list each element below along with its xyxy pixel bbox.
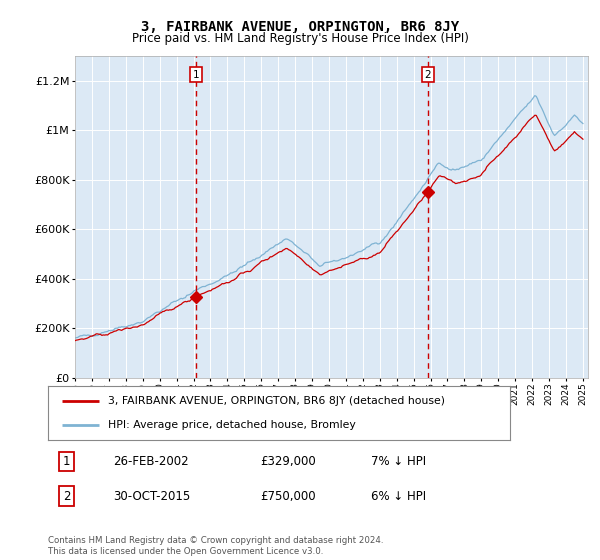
Text: 7% ↓ HPI: 7% ↓ HPI (371, 455, 427, 468)
Text: 2: 2 (424, 69, 431, 80)
Text: £329,000: £329,000 (260, 455, 316, 468)
Text: Contains HM Land Registry data © Crown copyright and database right 2024.
This d: Contains HM Land Registry data © Crown c… (48, 536, 383, 556)
Text: HPI: Average price, detached house, Bromley: HPI: Average price, detached house, Brom… (108, 420, 356, 430)
Text: 2: 2 (63, 489, 70, 503)
Text: 26-FEB-2002: 26-FEB-2002 (113, 455, 188, 468)
Text: 6% ↓ HPI: 6% ↓ HPI (371, 489, 427, 503)
Text: 3, FAIRBANK AVENUE, ORPINGTON, BR6 8JY (detached house): 3, FAIRBANK AVENUE, ORPINGTON, BR6 8JY (… (108, 396, 445, 406)
Text: Price paid vs. HM Land Registry's House Price Index (HPI): Price paid vs. HM Land Registry's House … (131, 32, 469, 45)
Text: 1: 1 (193, 69, 199, 80)
Text: 30-OCT-2015: 30-OCT-2015 (113, 489, 190, 503)
Text: 1: 1 (63, 455, 70, 468)
Text: 3, FAIRBANK AVENUE, ORPINGTON, BR6 8JY: 3, FAIRBANK AVENUE, ORPINGTON, BR6 8JY (141, 20, 459, 34)
Text: £750,000: £750,000 (260, 489, 316, 503)
